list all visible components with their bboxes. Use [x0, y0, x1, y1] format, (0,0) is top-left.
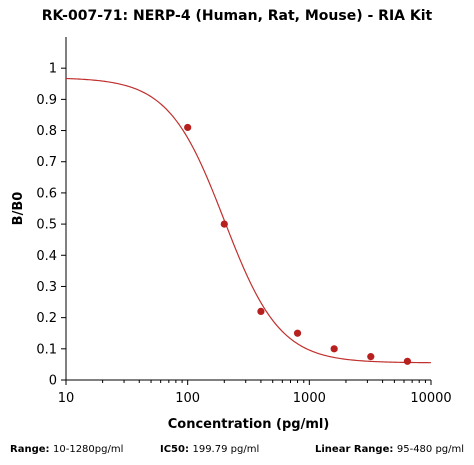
range-value: 10-1280pg/ml: [53, 444, 124, 455]
y-tick-label: 0.3: [36, 280, 57, 295]
y-tick-label: 0.9: [36, 93, 57, 108]
range-label: Range:: [10, 444, 50, 455]
plot-area: 10 100 1000 10000 0 0.1 0.2 0.3 0.4 0.5 0.6 0.7 0.8…: [11, 37, 452, 432]
x-tick-label: 1000: [293, 391, 326, 406]
data-point: [293, 329, 302, 337]
ic50-info: IC50: 199.79 pg/ml: [160, 444, 259, 455]
fit-curve: [65, 77, 432, 364]
chart-title: RK-007-71: NERP-4 (Human, Rat, Mouse) - …: [41, 8, 433, 24]
x-ticks: 10 100 1000 10000: [58, 380, 452, 406]
data-point: [403, 357, 412, 365]
y-ticks: 0 0.1 0.2 0.3 0.4 0.5 0.6 0.7 0.8 0.9 1: [36, 62, 66, 389]
y-tick-label: 0.4: [36, 249, 57, 264]
y-tick-label: 1: [49, 62, 57, 77]
y-axis-title: B/B0: [11, 192, 26, 226]
ic50-value: 199.79 pg/ml: [192, 444, 260, 455]
range-info: Range: 10-1280pg/ml: [10, 444, 123, 455]
linear-range-value: 95-480 pg/ml: [396, 444, 465, 455]
footer-info: Range: 10-1280pg/ml IC50: 199.79 pg/ml L…: [10, 444, 470, 460]
y-tick-label: 0.1: [36, 342, 57, 357]
data-point: [367, 353, 375, 361]
ic50-label: IC50:: [160, 444, 189, 455]
x-tick-label: 100: [175, 391, 200, 406]
y-tick-label: 0.2: [36, 311, 57, 326]
y-tick-label: 0.5: [36, 218, 57, 233]
axes: [65, 37, 431, 381]
data-points: [184, 123, 412, 365]
y-tick-label: 0: [49, 374, 57, 389]
x-tick-label: 10000: [410, 391, 451, 406]
data-point: [330, 345, 338, 353]
x-axis-title: Concentration (pg/ml): [168, 417, 330, 432]
data-point: [184, 123, 192, 132]
y-tick-label: 0.6: [36, 186, 57, 201]
linear-range-info: Linear Range: 95-480 pg/ml: [315, 444, 464, 455]
data-point: [220, 220, 228, 228]
x-tick-label: 10: [58, 391, 75, 406]
y-tick-label: 0.8: [36, 124, 57, 139]
data-point: [257, 307, 265, 315]
linear-range-label: Linear Range:: [315, 444, 394, 455]
y-tick-label: 0.7: [36, 155, 57, 170]
